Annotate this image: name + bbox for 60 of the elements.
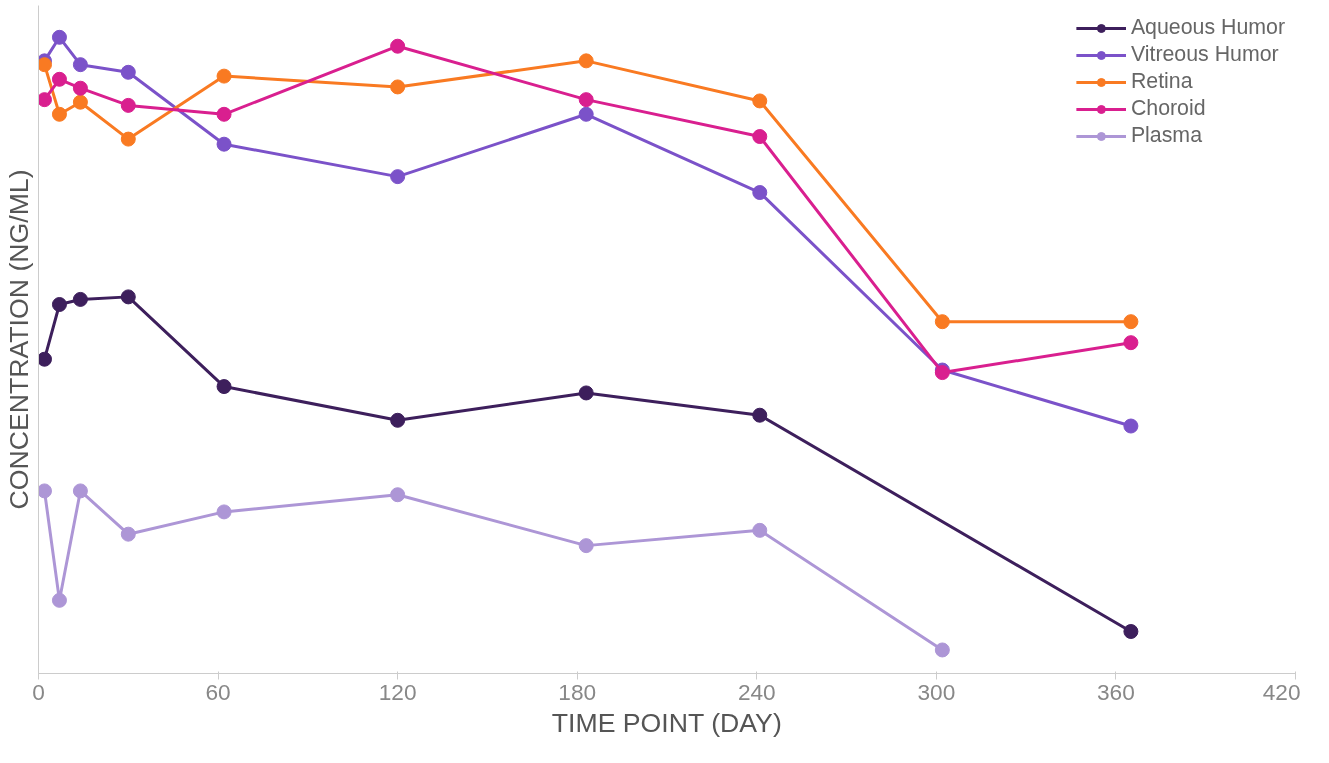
x-tick-label: 300 xyxy=(917,678,956,705)
point xyxy=(72,483,88,499)
point xyxy=(752,93,768,109)
point xyxy=(120,289,136,305)
point xyxy=(390,169,406,185)
point xyxy=(934,314,950,330)
x-tick-label: 240 xyxy=(737,678,776,705)
point xyxy=(216,68,232,84)
point xyxy=(38,57,52,73)
point xyxy=(38,483,52,499)
point xyxy=(216,136,232,152)
point xyxy=(216,379,232,395)
point xyxy=(390,487,406,503)
point xyxy=(51,29,67,45)
x-tick-label: 120 xyxy=(378,678,417,705)
x-axis-title: TIME POINT (DAY) xyxy=(551,707,782,738)
point xyxy=(120,97,136,113)
legend-label: Choroid xyxy=(1130,96,1206,121)
point xyxy=(390,412,406,428)
point xyxy=(578,385,594,401)
point xyxy=(1123,335,1139,351)
y-axis-title: CONCENTRATION (NG/ML) xyxy=(3,169,34,510)
x-tick-label: 180 xyxy=(558,678,597,705)
point xyxy=(216,504,232,520)
point xyxy=(51,297,67,312)
point xyxy=(752,129,768,145)
point xyxy=(1123,314,1139,330)
x-tick-label: 0 xyxy=(32,678,45,705)
point xyxy=(578,92,594,108)
point xyxy=(120,526,136,542)
point xyxy=(752,185,768,201)
legend-label: Plasma xyxy=(1130,123,1202,148)
point xyxy=(390,79,406,95)
point xyxy=(390,38,406,54)
point xyxy=(72,57,88,73)
x-tick-label: 360 xyxy=(1097,678,1135,705)
point xyxy=(120,131,136,147)
legend-label: Retina xyxy=(1130,69,1193,94)
point xyxy=(51,71,67,87)
point xyxy=(38,351,52,367)
point xyxy=(934,642,950,658)
point xyxy=(578,53,594,69)
point xyxy=(1123,418,1139,434)
x-tick-label: 420 xyxy=(1262,678,1301,705)
legend-label: Vitreous Humor xyxy=(1130,42,1279,67)
point xyxy=(51,106,67,122)
x-tick-label: 60 xyxy=(205,678,231,705)
point xyxy=(752,407,768,423)
point xyxy=(578,106,594,122)
point xyxy=(38,92,52,108)
point xyxy=(120,64,136,80)
legend-label: Aqueous Humor xyxy=(1130,15,1285,40)
point xyxy=(752,522,768,538)
point xyxy=(51,592,67,608)
point xyxy=(216,106,232,122)
point xyxy=(578,538,594,554)
point xyxy=(72,291,88,307)
point xyxy=(72,80,88,96)
point xyxy=(1123,624,1139,639)
point xyxy=(72,94,88,110)
